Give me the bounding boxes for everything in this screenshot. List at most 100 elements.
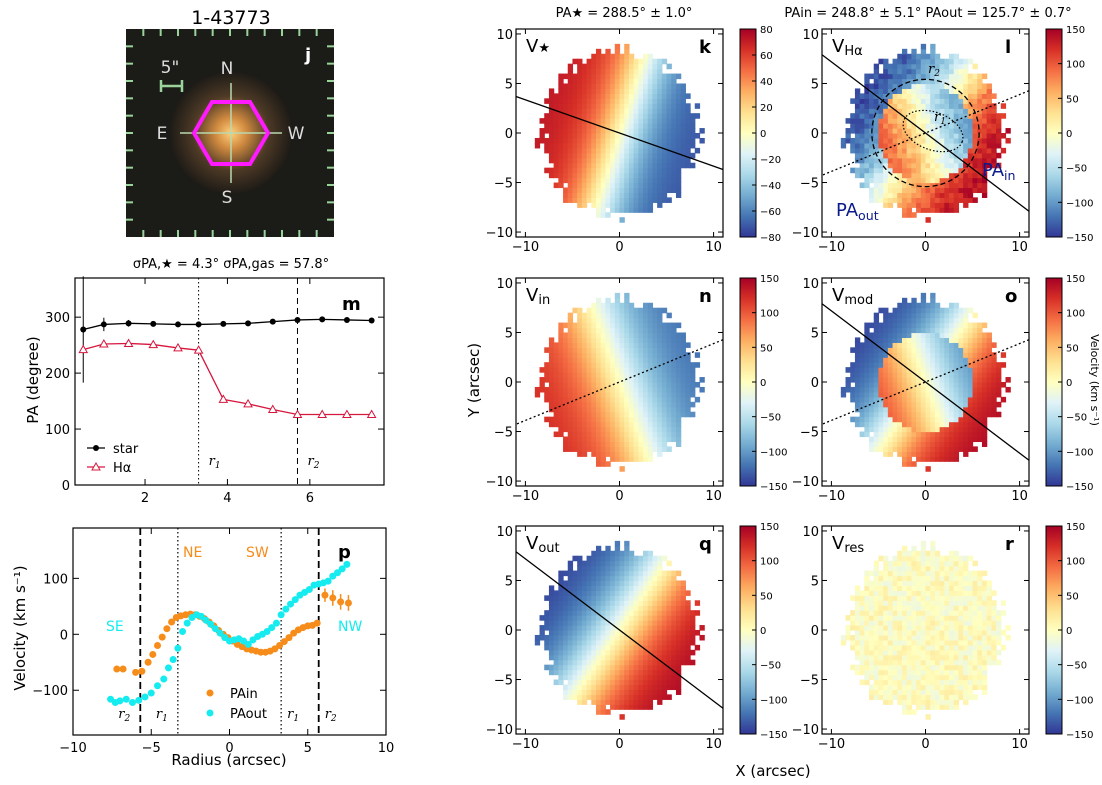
map-pixel <box>977 157 983 164</box>
map-pixel <box>892 441 898 447</box>
map-pixel <box>887 137 894 144</box>
map-pixel <box>887 446 894 452</box>
map-pixel <box>949 327 955 334</box>
map-pixel <box>864 352 870 358</box>
map-pixel <box>925 137 931 144</box>
map-pixel <box>916 406 922 413</box>
map-pixel <box>586 401 592 408</box>
map-pixel <box>892 118 898 124</box>
map-pixel <box>920 133 927 139</box>
map-pixel <box>605 297 611 304</box>
map-pixel <box>619 377 625 383</box>
map-pixel <box>675 103 682 109</box>
map-pixel <box>586 630 592 636</box>
map-pixel <box>600 347 606 353</box>
map-pixel <box>887 337 894 343</box>
map-pixel <box>906 352 912 358</box>
data-point <box>195 321 202 328</box>
map-pixel <box>661 446 668 452</box>
map-pixel <box>939 401 945 408</box>
map-pixel <box>595 639 602 646</box>
map-pixel <box>577 436 583 443</box>
galaxy-id-title: 1-43773 <box>191 7 270 29</box>
map-pixel <box>869 322 875 329</box>
map-pixel <box>633 580 639 587</box>
map-pixel <box>628 669 635 676</box>
map-pixel <box>595 53 602 60</box>
map-pixel <box>661 679 668 686</box>
map-pixel <box>981 391 988 398</box>
map-pixel <box>638 704 644 710</box>
map-pixel <box>911 357 917 363</box>
map-pixel <box>977 93 983 99</box>
map-pixel <box>614 634 621 641</box>
map-pixel <box>614 669 621 676</box>
map-pixel <box>624 386 630 393</box>
map-pixel <box>647 421 654 428</box>
map-pixel <box>925 147 931 154</box>
map-pixel <box>595 605 602 611</box>
map-pixel <box>906 152 912 159</box>
map-pixel <box>883 103 889 109</box>
map-pixel <box>633 98 639 104</box>
map-pixel <box>981 98 988 104</box>
map-pixel <box>981 88 988 94</box>
map-pixel <box>680 401 686 408</box>
map-pixel <box>685 644 691 651</box>
x-tick-label: −10 <box>512 240 539 255</box>
map-pixel <box>605 172 611 179</box>
map-pixel <box>652 137 658 144</box>
map-pixel <box>628 133 635 139</box>
data-point <box>122 695 130 703</box>
colorbar-tick-label: −100 <box>1066 447 1093 458</box>
map-pixel <box>939 133 945 139</box>
map-pixel <box>666 103 672 109</box>
map-pixel <box>906 133 912 139</box>
map-pixel <box>661 78 668 85</box>
map-pixel <box>944 88 950 94</box>
map-pixel <box>614 98 621 104</box>
map-pixel <box>567 73 574 80</box>
map-pixel <box>643 352 649 358</box>
map-pixel <box>553 610 559 616</box>
map-pixel <box>647 108 654 114</box>
map-pixel <box>567 649 574 656</box>
map-pixel <box>647 679 654 686</box>
map-pixel <box>591 133 597 139</box>
map-pixel <box>657 367 663 373</box>
map-pixel <box>652 391 658 398</box>
map-pixel <box>873 630 880 636</box>
x-tick-label: 10 <box>378 741 395 756</box>
map-pixel <box>558 382 564 388</box>
map-pixel <box>628 377 635 383</box>
pa-out-line <box>821 54 1030 212</box>
map-pixel <box>883 446 889 452</box>
map-pixel <box>901 202 908 208</box>
map-pixel <box>591 406 597 413</box>
radius-label-sub: 2 <box>124 714 131 724</box>
map-pixel <box>930 83 936 90</box>
map-pixel <box>577 421 583 428</box>
map-pixel <box>864 620 870 626</box>
map-pixel <box>628 605 635 611</box>
map-pixel <box>558 654 564 661</box>
map-pixel <box>638 118 644 124</box>
map-pixel <box>671 674 677 681</box>
map-pixel <box>690 401 696 408</box>
map-pixel <box>887 68 894 75</box>
map-pixel <box>958 123 964 129</box>
map-pixel <box>869 177 875 184</box>
map-pixel <box>619 63 625 70</box>
map-pixel <box>544 167 550 174</box>
map-pixel <box>647 570 654 577</box>
map-pixel <box>657 590 663 596</box>
map-pixel <box>638 654 644 661</box>
map-pixel <box>925 103 931 109</box>
map-pixel <box>652 192 658 198</box>
map-pixel <box>595 709 602 715</box>
map-pixel <box>661 396 668 403</box>
map-pixel <box>610 451 616 457</box>
map-pixel <box>887 416 894 423</box>
map-pixel <box>939 436 945 443</box>
map-pixel <box>591 147 597 154</box>
